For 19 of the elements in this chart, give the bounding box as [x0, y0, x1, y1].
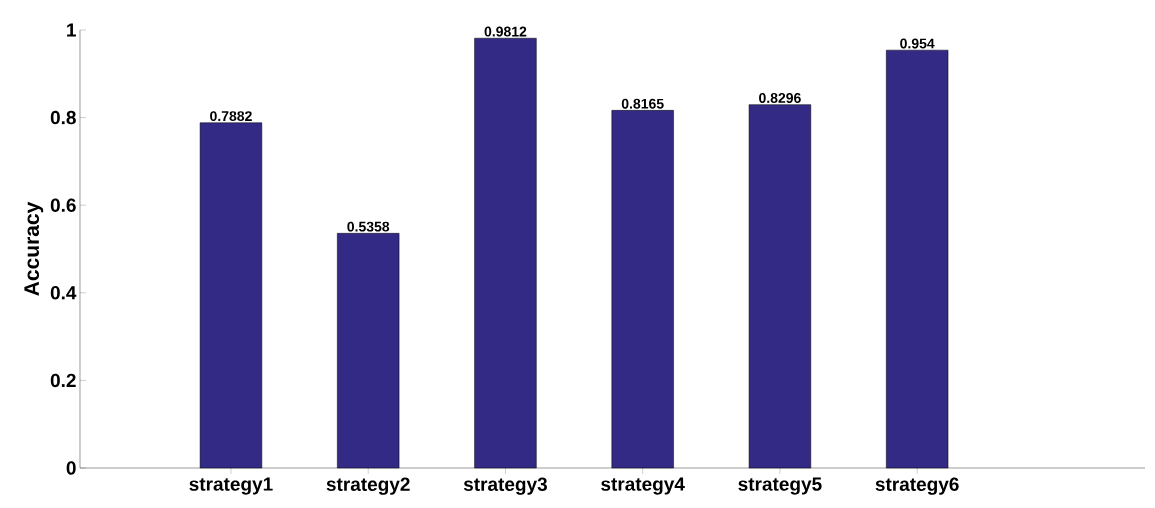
y-tick-label: 0 [66, 461, 76, 475]
x-tick-label: strategy3 [463, 477, 547, 495]
data-label: 0.8165 [621, 98, 664, 109]
x-tick-label: strategy2 [326, 477, 410, 495]
y-tick-label: 0.4 [50, 286, 77, 300]
y-tick-label: 0.8 [50, 110, 76, 125]
data-label: 0.8296 [759, 93, 801, 103]
y-tick-label: 1 [67, 23, 76, 37]
data-label: 0.954 [900, 38, 935, 49]
data-label: 0.9812 [484, 26, 527, 37]
y-tick-label: 0.6 [50, 198, 76, 212]
x-tick-label: strategy6 [875, 477, 959, 495]
x-tick-label: strategy5 [738, 477, 822, 495]
y-axis-title: Accuracy [24, 201, 44, 296]
data-label: 0.5358 [347, 221, 390, 232]
x-tick-label: strategy1 [189, 477, 273, 495]
x-tick-label: strategy4 [601, 477, 685, 495]
data-label: 0.7882 [210, 111, 252, 122]
y-tick-label: 0.2 [50, 373, 76, 388]
